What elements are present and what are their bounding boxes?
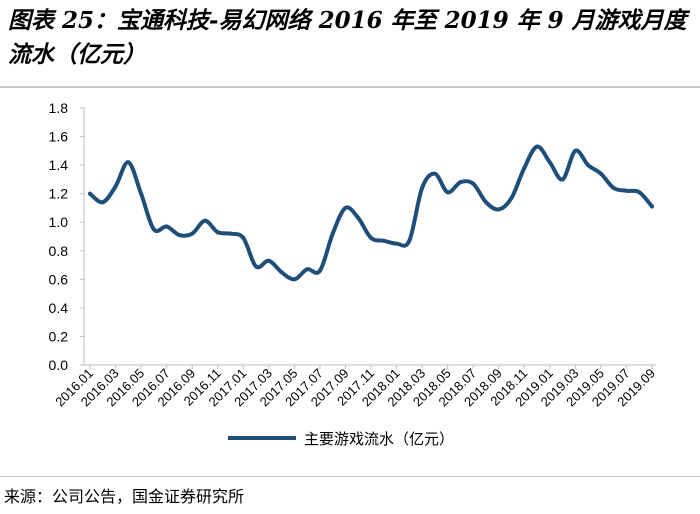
data-point <box>394 241 399 246</box>
bottom-divider <box>0 476 700 477</box>
y-tick-label: 0.0 <box>49 357 69 373</box>
data-point <box>126 160 131 165</box>
legend-label: 主要游戏流水（亿元） <box>304 430 454 448</box>
data-point <box>445 190 450 195</box>
y-tick-label: 0.4 <box>49 300 69 316</box>
data-point <box>471 181 476 186</box>
data-point <box>356 215 361 220</box>
series-layer <box>88 144 654 282</box>
data-point <box>139 191 144 196</box>
data-point <box>458 180 463 185</box>
data-point <box>343 205 348 210</box>
data-point <box>100 200 105 205</box>
data-point <box>381 238 386 243</box>
data-point <box>407 238 412 243</box>
y-axis: 0.0 0.2 0.4 0.6 0.8 1.0 1.2 1.4 1.6 1.8 <box>49 100 85 373</box>
data-point <box>215 230 220 235</box>
data-point <box>432 171 437 176</box>
data-point <box>151 227 156 232</box>
data-point <box>254 264 258 269</box>
data-point <box>279 270 284 275</box>
y-tick-label: 1.4 <box>49 157 69 173</box>
data-point <box>573 148 578 153</box>
data-point <box>317 268 322 273</box>
top-divider <box>0 86 700 88</box>
data-point <box>113 184 118 189</box>
y-tick-label: 1.6 <box>49 129 69 145</box>
y-tick-label: 0.8 <box>49 243 69 259</box>
figure-title: 图表 25：宝通科技-易幻网络 2016 年至 2019 年 9 月游戏月度流水… <box>8 7 687 68</box>
data-point <box>369 235 373 240</box>
data-point <box>305 267 310 272</box>
data-point <box>509 196 514 200</box>
data-point <box>190 231 195 236</box>
data-point <box>611 186 616 190</box>
data-point <box>560 177 565 182</box>
data-point <box>177 233 182 238</box>
data-point <box>496 207 501 212</box>
y-tick-label: 1.2 <box>49 186 69 202</box>
data-point <box>164 224 169 229</box>
data-point <box>522 166 527 170</box>
y-tick-label: 0.2 <box>49 328 69 344</box>
source-note: 来源：公司公告，国金证券研究所 <box>4 487 245 506</box>
data-point <box>203 218 207 223</box>
data-point <box>266 258 271 263</box>
data-point <box>547 160 552 165</box>
data-point <box>228 231 233 236</box>
x-axis: 2016.012016.032016.052016.072016.092016.… <box>52 364 658 409</box>
line-chart: 0.0 0.2 0.4 0.6 0.8 1.0 1.2 1.4 1.6 1.8 2016.0120… <box>49 100 659 448</box>
y-tick-label: 0.6 <box>49 271 69 287</box>
data-point <box>624 188 629 193</box>
data-point <box>586 163 591 168</box>
data-point <box>650 204 654 209</box>
data-point <box>535 144 539 149</box>
data-point <box>241 235 246 240</box>
data-point <box>484 200 488 205</box>
data-point <box>292 277 297 282</box>
data-point <box>420 186 425 190</box>
data-point <box>330 231 335 236</box>
y-tick-label: 1.8 <box>49 100 69 116</box>
data-point <box>598 171 603 176</box>
series-line <box>88 144 654 282</box>
y-tick-label: 1.0 <box>49 214 69 230</box>
data-point <box>637 190 642 195</box>
legend: 主要游戏流水（亿元） <box>228 430 454 448</box>
data-point <box>88 191 92 196</box>
